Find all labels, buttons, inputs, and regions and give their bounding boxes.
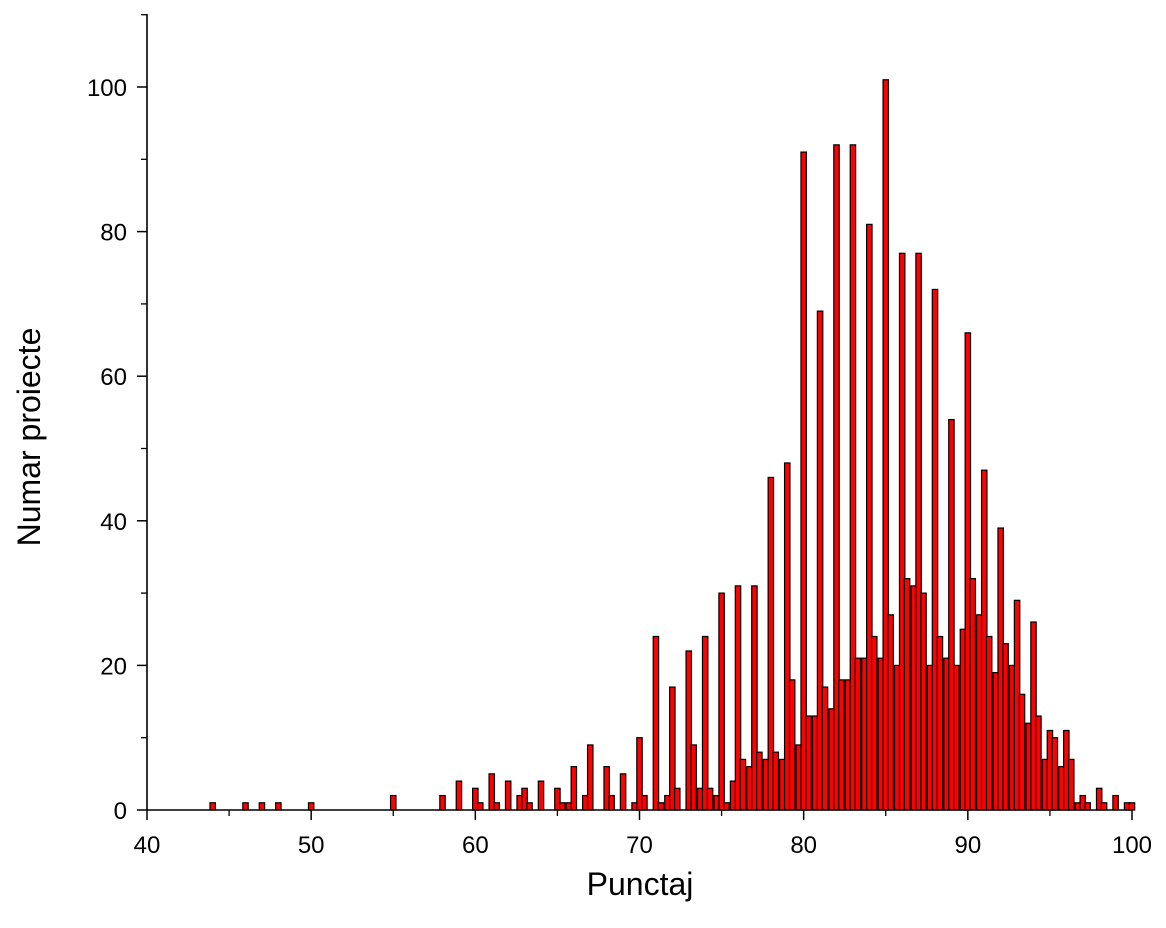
bar	[1002, 643, 1009, 811]
bars-group	[209, 79, 1136, 811]
bar	[838, 679, 845, 811]
bar	[455, 780, 463, 811]
bar	[920, 592, 927, 811]
bar	[718, 592, 725, 811]
x-tick-label: 60	[462, 832, 489, 859]
bar	[756, 751, 763, 811]
bar	[805, 715, 812, 811]
bar	[723, 802, 730, 811]
bar	[570, 766, 578, 811]
bar	[854, 657, 862, 811]
bar	[526, 802, 533, 811]
bar	[586, 744, 594, 811]
bar	[1035, 715, 1042, 811]
y-axis-title: Numar proiecte	[11, 328, 47, 547]
bar	[706, 787, 714, 811]
x-tick-label: 70	[626, 832, 653, 859]
x-tick-label: 100	[1112, 832, 1152, 859]
bar	[242, 802, 249, 811]
bar	[504, 780, 512, 811]
bar	[209, 802, 216, 811]
x-axis-title: Punctaj	[587, 866, 694, 902]
bar	[559, 802, 566, 811]
y-tick-label: 100	[87, 75, 127, 102]
bar	[1112, 794, 1119, 811]
bar	[903, 578, 911, 811]
bar	[969, 578, 977, 811]
bar	[985, 635, 993, 811]
bar	[389, 794, 397, 811]
bar	[800, 151, 807, 811]
x-tick-label: 90	[954, 832, 981, 859]
bar	[788, 679, 796, 811]
bar	[307, 802, 315, 811]
bar	[619, 773, 627, 811]
bar	[641, 794, 648, 811]
bar	[493, 802, 500, 811]
bar	[1051, 737, 1059, 811]
bar	[1067, 758, 1075, 811]
bar	[690, 744, 697, 811]
bar	[821, 686, 829, 811]
x-tick-label: 50	[298, 832, 325, 859]
bar	[701, 635, 709, 811]
bar	[1018, 693, 1026, 811]
y-tick-label: 0	[114, 798, 127, 825]
bar	[739, 758, 747, 811]
bar	[439, 794, 446, 811]
bar	[936, 635, 944, 811]
bar	[476, 802, 484, 811]
bar	[887, 614, 894, 811]
x-tick-label: 80	[790, 832, 817, 859]
bar	[258, 802, 266, 811]
bar	[537, 780, 545, 811]
bar	[772, 751, 780, 811]
y-tick-label: 60	[100, 364, 127, 391]
bar	[953, 664, 960, 811]
y-tick-label: 80	[100, 220, 127, 247]
y-tick-label: 40	[100, 509, 127, 536]
bar	[1128, 802, 1136, 811]
bar	[1100, 802, 1108, 811]
x-tick-label: 40	[134, 832, 161, 859]
bar	[275, 802, 282, 811]
bar	[673, 787, 681, 811]
bar	[870, 635, 878, 811]
bar	[1084, 802, 1091, 811]
axes-group: 40 50 60 70 80 90 100 0 20 40 60 80 100	[87, 14, 1152, 859]
y-tick-label: 20	[100, 653, 127, 680]
bar	[608, 794, 615, 811]
bar	[657, 802, 665, 811]
bar	[652, 635, 660, 811]
